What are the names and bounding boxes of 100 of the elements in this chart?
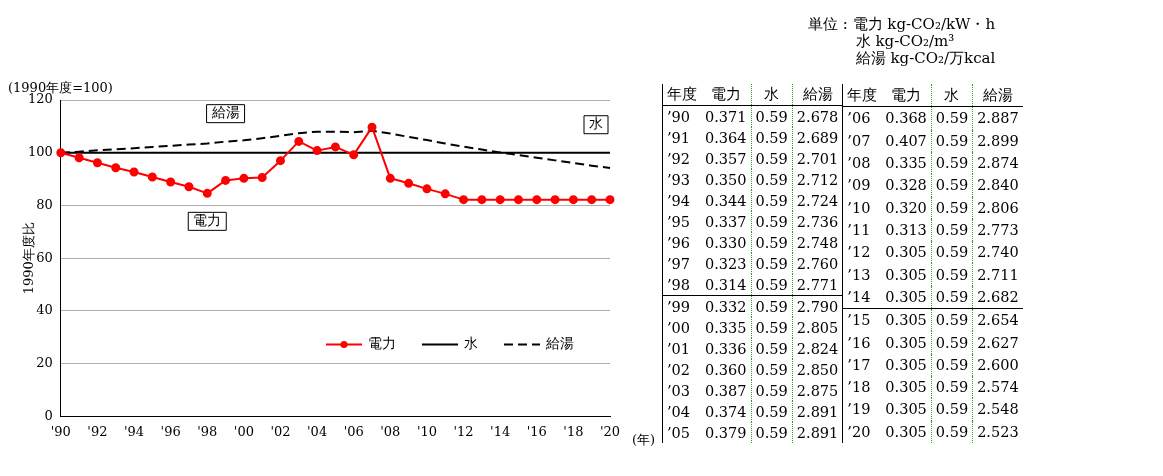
data-label: 0.305	[884, 355, 928, 375]
data-label: 0.305	[884, 243, 928, 263]
x-tick-label: 電力	[701, 84, 752, 106]
data-label: 0.305	[884, 422, 928, 442]
data-label: 0.59	[751, 211, 793, 232]
data-label: 0.371	[704, 107, 748, 127]
data-label: 0.59	[931, 331, 973, 354]
data-label: 0.59	[931, 151, 973, 175]
data-label: 0.59	[751, 127, 793, 148]
data-label: 2.736	[792, 211, 843, 232]
y-tick-label: ’05	[662, 422, 701, 443]
data-label: 2.899	[972, 129, 1023, 152]
y-tick-label: ’15	[842, 308, 882, 332]
x-tick-label: '96	[160, 423, 181, 439]
x-tick-label: '04	[307, 423, 328, 439]
x-tick-label: '94	[123, 423, 145, 439]
y-tick-label: ’04	[662, 401, 701, 422]
y-axis-title: 年度	[842, 84, 882, 107]
y-tick-label: ’18	[842, 375, 882, 399]
y-axis-title: 年度	[662, 84, 701, 106]
data-label: 0.364	[704, 128, 748, 148]
data-label: 2.548	[972, 398, 1023, 421]
data-label: 0.305	[884, 378, 928, 398]
data-label: 2.523	[972, 420, 1023, 443]
data-label: 2.790	[792, 295, 843, 317]
data-label: 2.760	[792, 253, 843, 274]
y-tick-label: ’93	[662, 169, 701, 190]
data-label: 2.824	[792, 338, 843, 359]
y-tick-label: ’95	[662, 211, 701, 232]
y-tick-label: 60	[36, 249, 53, 265]
y-tick-label: ’08	[842, 151, 882, 175]
x-tick-label: '10	[416, 423, 437, 439]
x-tick-label: '12	[453, 423, 474, 439]
y-tick-label: 0	[44, 407, 53, 423]
data-label: 2.740	[972, 241, 1023, 264]
y-tick-label: ’02	[662, 359, 701, 380]
text: 単位 : 電力 kg-CO₂/kW・h	[808, 15, 996, 33]
data-label: 0.332	[701, 295, 752, 317]
data-label: 0.59	[751, 274, 793, 296]
data-label: 0.379	[704, 423, 748, 443]
data-label: 0.407	[884, 131, 928, 151]
data-label: 2.654	[972, 308, 1023, 332]
data-label: 2.773	[972, 218, 1023, 242]
data-label: 2.689	[792, 127, 843, 148]
data-label: 0.59	[751, 380, 793, 401]
data-label: 2.711	[972, 263, 1023, 286]
y-tick-label: 40	[36, 302, 53, 318]
legend-label: 給湯	[545, 335, 574, 352]
x-tick-label: '92	[87, 423, 108, 439]
data-label: 0.59	[751, 317, 793, 338]
data-label: 2.891	[792, 422, 843, 443]
data-label: 0.59	[931, 106, 973, 130]
data-label: 0.59	[931, 420, 973, 443]
y-tick-label: ’92	[662, 148, 701, 169]
data-label: 2.771	[792, 274, 843, 296]
data-label: 0.59	[931, 218, 973, 242]
data-label: 0.59	[751, 232, 793, 253]
y-tick-label: ’19	[842, 398, 882, 421]
y-tick-label: 100	[27, 144, 53, 160]
legend-label: 電力	[368, 335, 396, 352]
x-tick-label: '08	[380, 423, 401, 439]
text: 水	[589, 115, 603, 132]
data-label: 0.330	[704, 233, 748, 253]
data-label: 2.874	[972, 151, 1023, 175]
text: 給湯	[211, 104, 240, 121]
data-label: 2.600	[972, 353, 1023, 376]
y-tick-label: ’10	[842, 196, 882, 219]
data-label: 0.305	[884, 400, 928, 420]
data-label: 2.850	[792, 359, 843, 380]
y-tick-label: ’20	[842, 420, 882, 443]
data-label: 2.678	[792, 105, 843, 127]
data-label: 0.59	[751, 105, 793, 127]
y-tick-label: ’07	[842, 129, 882, 152]
data-label: 0.305	[881, 308, 932, 332]
data-label: 2.805	[792, 317, 843, 338]
data-label: 0.305	[884, 333, 928, 353]
data-label: 2.840	[972, 174, 1023, 197]
y-tick-label: ’11	[842, 218, 882, 242]
data-label: 0.59	[931, 129, 973, 152]
data-label: 2.887	[972, 106, 1023, 130]
y-tick-label: ’06	[842, 106, 882, 130]
data-label: 0.59	[931, 196, 973, 219]
data-label: 2.806	[972, 196, 1023, 219]
data-label: 0.59	[751, 148, 793, 169]
text: 給湯 kg-CO₂/万kcal	[855, 49, 996, 67]
text: 電力	[193, 211, 222, 228]
y-tick-label: ’17	[842, 353, 882, 376]
data-label: 2.701	[792, 148, 843, 169]
data-label: 2.682	[972, 285, 1023, 309]
data-label: 0.59	[751, 422, 793, 443]
x-tick-label: '14	[490, 423, 511, 439]
data-label: 0.337	[704, 212, 748, 232]
x-tick-label: '00	[233, 423, 254, 439]
data-label: 0.59	[931, 308, 973, 332]
y-tick-label: ’03	[662, 380, 701, 401]
y-tick-label: 80	[36, 196, 53, 212]
data-label: 2.724	[792, 190, 843, 211]
data-label: 0.59	[751, 169, 793, 190]
y-tick-label: ’01	[662, 338, 701, 359]
data-label: 2.748	[792, 232, 843, 253]
